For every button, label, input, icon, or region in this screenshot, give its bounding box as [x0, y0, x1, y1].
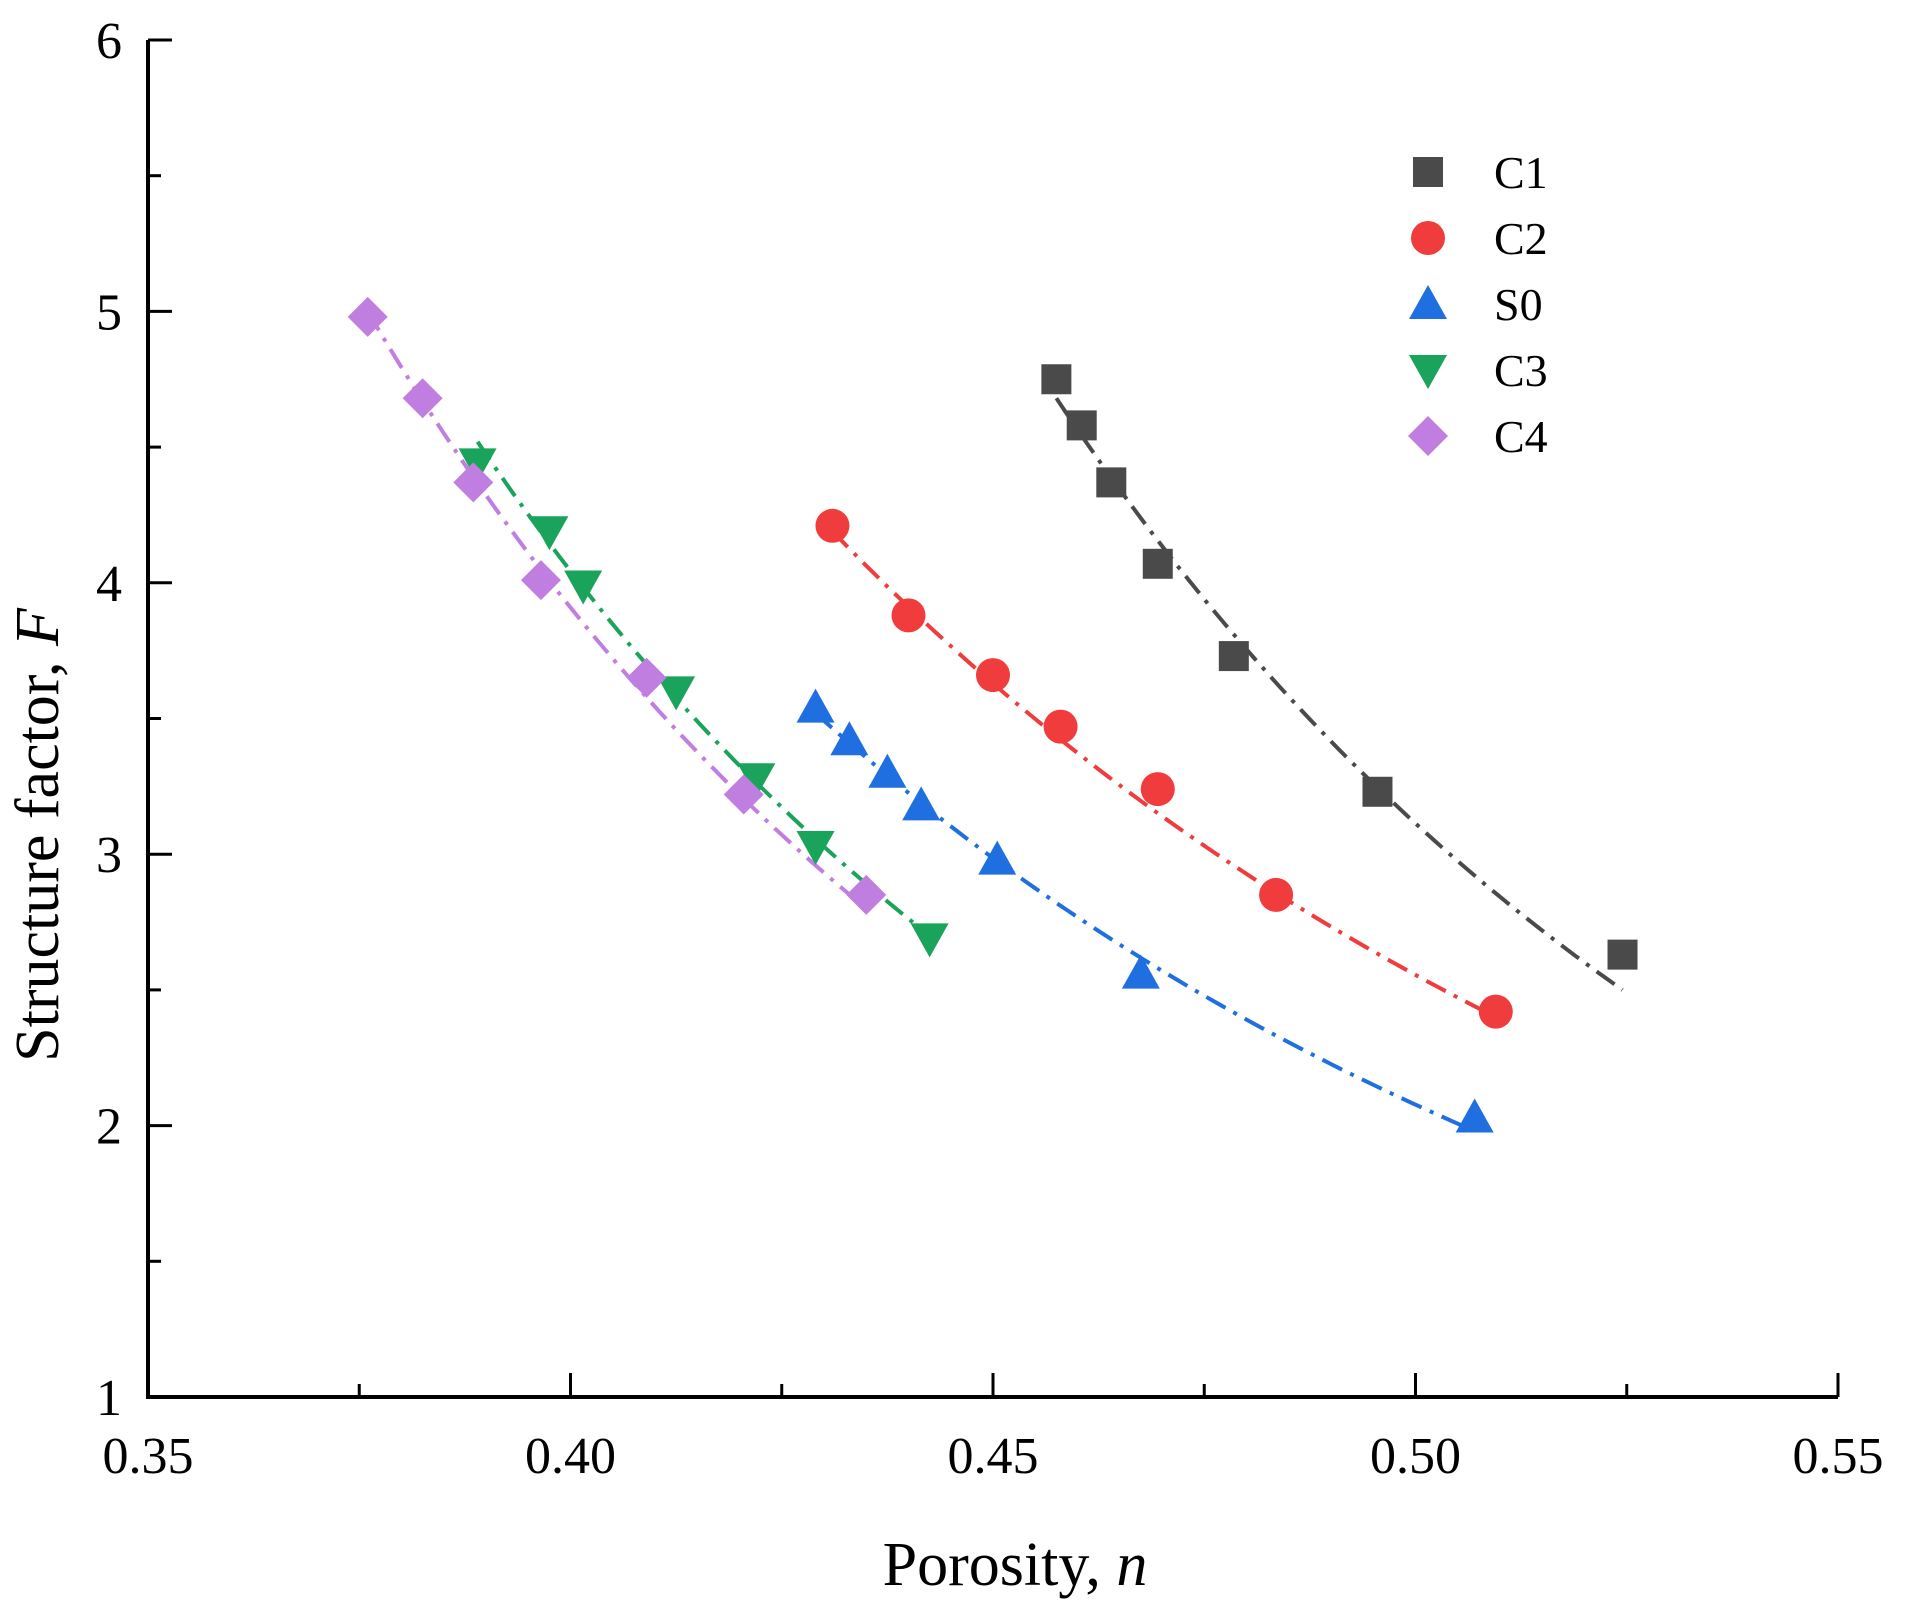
- x-tick-label: 0.45: [948, 1428, 1039, 1485]
- data-point-c3: [657, 676, 696, 711]
- legend-marker-c1: [1413, 157, 1443, 187]
- legend-marker-s0: [1409, 285, 1447, 319]
- x-axis-title: Porosity, n: [883, 1531, 1148, 1599]
- data-point-c4: [626, 657, 667, 698]
- data-point-c4: [520, 560, 561, 601]
- fit-curve-s0: [814, 711, 1476, 1133]
- data-point-c3: [737, 763, 776, 798]
- y-tick-label: 6: [96, 13, 122, 70]
- legend-marker-c2: [1411, 221, 1445, 255]
- data-point-c1: [1066, 410, 1097, 441]
- y-axis-variable: F: [4, 607, 72, 647]
- data-point-c1: [1607, 939, 1638, 970]
- data-point-s0: [868, 753, 907, 788]
- data-point-c2: [976, 658, 1010, 693]
- data-point-c4: [846, 874, 887, 915]
- y-tick-label: 4: [96, 556, 122, 613]
- y-tick-label: 5: [96, 284, 122, 341]
- data-point-c2: [1259, 877, 1294, 912]
- fit-curve-c1: [1054, 397, 1624, 992]
- data-point-s0: [1121, 954, 1160, 989]
- x-tick-label: 0.35: [103, 1428, 194, 1485]
- legend: C1 C2 S0 C3 C4: [1408, 147, 1548, 462]
- y-axis-title: Structure factor, F: [4, 607, 72, 1062]
- legend-label-c1: C1: [1494, 147, 1548, 198]
- data-point-c1: [1142, 548, 1173, 579]
- data-point-c1: [1362, 776, 1393, 807]
- data-point-c2: [891, 598, 926, 633]
- data-point-s0: [830, 721, 869, 756]
- axes: 0.35 0.40 0.45 0.50 0.55 1 2 3 4 5 6: [96, 13, 1884, 1485]
- y-tick-label: 3: [96, 827, 122, 884]
- data-point-c4: [402, 378, 443, 419]
- legend-label-c2: C2: [1494, 213, 1548, 264]
- fit-curve-c3: [475, 440, 931, 938]
- legend-marker-c3: [1409, 355, 1447, 389]
- data-point-c3: [796, 831, 835, 866]
- data-point-c4: [347, 296, 388, 337]
- data-point-c3: [910, 923, 949, 958]
- x-tick-label: 0.50: [1370, 1428, 1461, 1485]
- data-point-s0: [1455, 1098, 1494, 1133]
- legend-label-c4: C4: [1494, 411, 1548, 462]
- legend-label-c3: C3: [1494, 345, 1548, 396]
- data-point-s0: [978, 840, 1017, 875]
- y-tick-label: 2: [96, 1099, 122, 1156]
- x-tick-label: 0.55: [1793, 1428, 1884, 1485]
- data-point-c3: [458, 448, 497, 483]
- data-point-c2: [1043, 709, 1078, 744]
- data-point-s0: [902, 786, 941, 821]
- data-point-c3: [530, 516, 569, 551]
- data-markers: [347, 296, 1638, 1133]
- data-point-c4: [723, 774, 764, 815]
- data-point-c2: [1140, 772, 1175, 807]
- data-point-c3: [564, 570, 603, 605]
- data-point-s0: [796, 688, 835, 723]
- data-point-c1: [1041, 364, 1072, 395]
- legend-label-s0: S0: [1494, 279, 1543, 330]
- legend-marker-c4: [1408, 416, 1448, 456]
- data-point-c1: [1096, 467, 1127, 498]
- data-point-c2: [815, 508, 850, 543]
- y-tick-label: 1: [96, 1370, 122, 1427]
- fit-curve-c4: [365, 310, 868, 911]
- x-tick-label: 0.40: [525, 1428, 616, 1485]
- data-point-c1: [1218, 641, 1249, 672]
- data-point-c4: [453, 462, 494, 503]
- x-axis-variable: n: [1116, 1531, 1147, 1599]
- data-point-c2: [1478, 994, 1513, 1029]
